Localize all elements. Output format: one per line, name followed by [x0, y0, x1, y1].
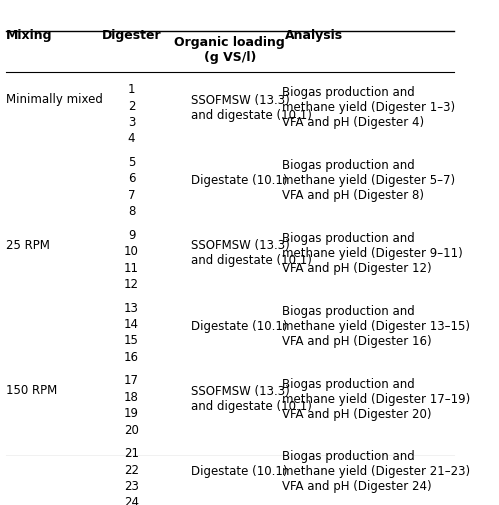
Text: Digestate (10.1): Digestate (10.1) [191, 466, 287, 478]
Text: SSOFMSW (13.3)
and digestate (10.1): SSOFMSW (13.3) and digestate (10.1) [191, 239, 312, 268]
Text: 14: 14 [124, 318, 139, 331]
Text: Biogas production and
methane yield (Digester 5–7)
VFA and pH (Digester 8): Biogas production and methane yield (Dig… [282, 159, 456, 202]
Text: Biogas production and
methane yield (Digester 17–19)
VFA and pH (Digester 20): Biogas production and methane yield (Dig… [282, 378, 471, 421]
Text: Biogas production and
methane yield (Digester 1–3)
VFA and pH (Digester 4): Biogas production and methane yield (Dig… [282, 86, 456, 129]
Text: 13: 13 [124, 301, 139, 315]
Text: 18: 18 [124, 391, 139, 404]
Text: Biogas production and
methane yield (Digester 13–15)
VFA and pH (Digester 16): Biogas production and methane yield (Dig… [282, 305, 471, 348]
Text: Biogas production and
methane yield (Digester 9–11)
VFA and pH (Digester 12): Biogas production and methane yield (Dig… [282, 232, 463, 275]
Text: SSOFMSW (13.3)
and digestate (10.1): SSOFMSW (13.3) and digestate (10.1) [191, 385, 312, 413]
Text: SSOFMSW (13.3)
and digestate (10.1): SSOFMSW (13.3) and digestate (10.1) [191, 94, 312, 122]
Text: Digestate (10.1): Digestate (10.1) [191, 174, 287, 187]
Text: 10: 10 [124, 245, 139, 258]
Text: Organic loading
(g VS/l): Organic loading (g VS/l) [175, 35, 285, 64]
Text: 5: 5 [128, 156, 135, 169]
Text: 19: 19 [124, 407, 139, 420]
Text: 6: 6 [128, 173, 135, 185]
Text: 15: 15 [124, 334, 139, 347]
Text: 150 RPM: 150 RPM [6, 384, 57, 397]
Text: 11: 11 [124, 262, 139, 275]
Text: Minimally mixed: Minimally mixed [6, 93, 103, 106]
Text: 25 RPM: 25 RPM [6, 239, 50, 252]
Text: Mixing: Mixing [6, 29, 52, 42]
Text: 3: 3 [128, 116, 135, 129]
Text: Biogas production and
methane yield (Digester 21–23)
VFA and pH (Digester 24): Biogas production and methane yield (Dig… [282, 450, 471, 493]
Text: 24: 24 [124, 496, 139, 505]
Text: 21: 21 [124, 447, 139, 460]
Text: 22: 22 [124, 464, 139, 477]
Text: 4: 4 [128, 132, 135, 145]
Text: 8: 8 [128, 205, 135, 218]
Text: 2: 2 [128, 99, 135, 113]
Text: 7: 7 [128, 189, 135, 202]
Text: 17: 17 [124, 375, 139, 387]
Text: 1: 1 [128, 83, 135, 96]
Text: 9: 9 [128, 229, 135, 242]
Text: 20: 20 [124, 424, 139, 437]
Text: 12: 12 [124, 278, 139, 291]
Text: 23: 23 [124, 480, 139, 493]
Text: Digestate (10.1): Digestate (10.1) [191, 320, 287, 333]
Text: Analysis: Analysis [284, 29, 343, 42]
Text: Digester: Digester [102, 29, 161, 42]
Text: 16: 16 [124, 351, 139, 364]
